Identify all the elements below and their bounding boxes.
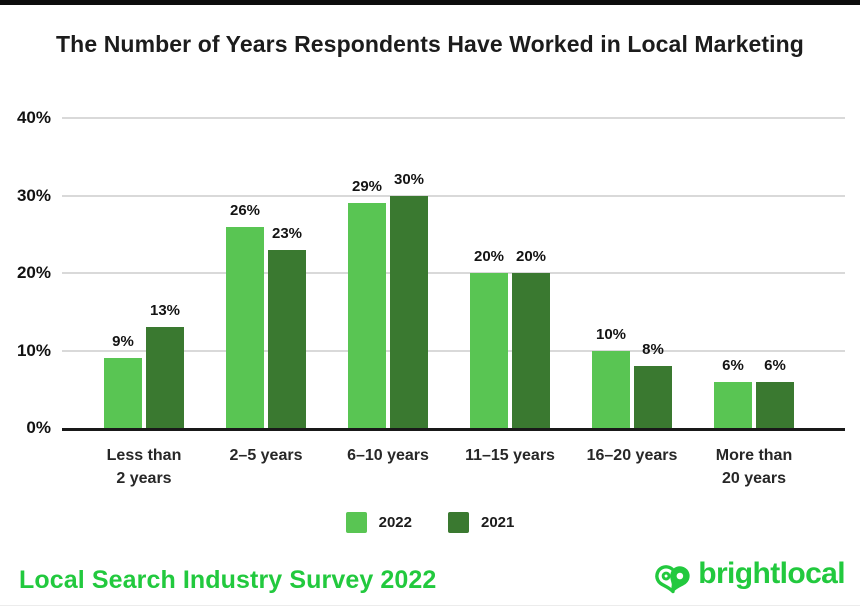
gridline <box>62 349 845 352</box>
y-axis-tick-label: 40% <box>16 108 51 127</box>
legend: 2022 2021 <box>0 512 860 533</box>
x-axis-category-label: 16–20 years <box>586 447 678 464</box>
x-axis-category-label: Less than 2 years <box>106 447 182 487</box>
bar-value-label: 10% <box>595 325 627 343</box>
bar-value-label: 29% <box>351 178 383 196</box>
legend-item-2021: 2021 <box>448 512 514 533</box>
bar-2022 <box>226 226 264 428</box>
bar-value-label: 6% <box>764 356 786 374</box>
bar-value-label: 9% <box>112 333 134 351</box>
chart-title: The Number of Years Respondents Have Wor… <box>56 31 804 57</box>
bar-2022 <box>592 350 630 428</box>
y-axis-tick-label: 10% <box>16 340 51 360</box>
gridline <box>62 272 845 274</box>
legend-label: 2022 <box>378 514 412 531</box>
legend-label: 2021 <box>481 514 515 531</box>
bar-2021 <box>268 249 306 428</box>
y-axis-tick-label: 30% <box>16 185 51 205</box>
legend-item-2022: 2022 <box>345 512 412 533</box>
bar-value-label: 30% <box>393 170 425 188</box>
y-axis-tick-label: 0% <box>26 418 51 437</box>
plot-area: 40% 30% 20% 10% 0% 9% 13% Less than 2 years 26% 2… <box>17 108 845 487</box>
x-axis-category-label: 6–10 years <box>347 447 429 464</box>
bar-2022 <box>470 273 508 428</box>
brightlocal-logo: brightlocal <box>651 551 846 597</box>
gridline <box>62 194 845 197</box>
bar-value-label: 8% <box>642 341 664 358</box>
bar-2021 <box>512 273 550 428</box>
bar-value-label: 6% <box>722 356 744 374</box>
bar-value-label: 20% <box>515 248 547 265</box>
x-axis-category-label: 11–15 years <box>465 447 555 464</box>
gridline <box>62 117 845 119</box>
bar-2022 <box>714 381 752 428</box>
x-axis-category-label: 2–5 years <box>229 447 303 464</box>
bar-value-label: 26% <box>229 201 261 219</box>
x-axis-category-label: More than 20 years <box>715 447 793 487</box>
source-label: Local Search Industry Survey 2022 <box>19 566 437 594</box>
legend-swatch-2021 <box>448 512 469 533</box>
bar-value-label: 20% <box>473 248 505 265</box>
bar-2021 <box>634 366 672 428</box>
bar-value-label: 13% <box>149 302 181 320</box>
bar-2021 <box>756 381 794 428</box>
bar-2021 <box>390 195 428 428</box>
legend-swatch-2022 <box>345 512 367 533</box>
bar-2022 <box>348 203 386 428</box>
top-border-bar <box>0 0 860 5</box>
bar-2022 <box>104 358 142 428</box>
brightlocal-heart-pin-icon <box>651 551 695 597</box>
bar-value-label: 23% <box>271 224 303 242</box>
bar-2021 <box>146 327 184 428</box>
brightlocal-logo-text: brightlocal <box>698 557 845 590</box>
y-axis-tick-label: 20% <box>16 263 51 282</box>
